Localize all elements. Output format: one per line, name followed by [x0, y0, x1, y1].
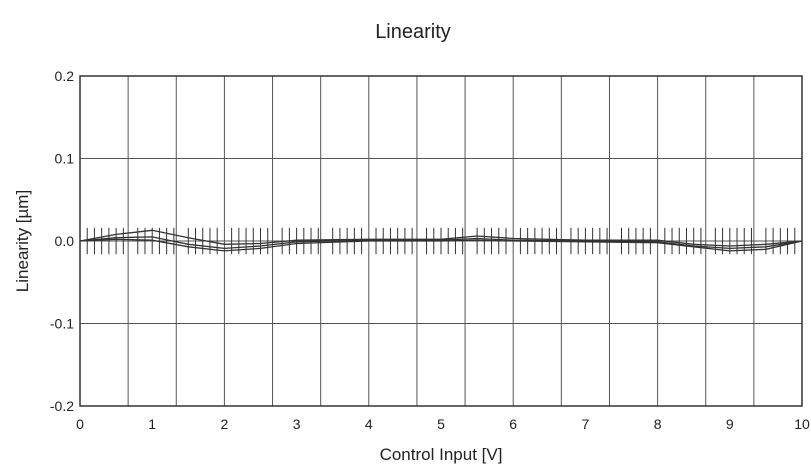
x-tick-label: 2: [221, 416, 229, 432]
series-line-3: [79, 238, 803, 252]
x-tick-label: 0: [76, 416, 84, 432]
plot-frame: [79, 75, 803, 407]
series-line-2: [79, 236, 803, 250]
x-tick-label: 3: [293, 416, 301, 432]
x-tick-labels: 0 1 2 3 4 5 6 7 8 9 10: [76, 416, 810, 432]
y-tick-label: 0.0: [55, 233, 75, 249]
x-tick-label: 8: [654, 416, 662, 432]
x-tick-label: 6: [509, 416, 517, 432]
x-tick-label: 5: [437, 416, 445, 432]
series-line-1: [79, 229, 803, 247]
x-tick-label: 10: [794, 416, 810, 432]
y-tick-labels: 0.2 0.1 0.0 -0.1 -0.2: [50, 68, 74, 414]
chart-title: Linearity: [375, 21, 451, 43]
y-tick-label: 0.2: [55, 68, 75, 84]
x-tick-label: 9: [726, 416, 734, 432]
x-tick-label: 1: [148, 416, 156, 432]
y-tick-label: -0.2: [50, 398, 74, 414]
x-axis-label: Control Input [V]: [380, 445, 503, 464]
x-tick-label: 7: [582, 416, 590, 432]
y-tick-label: -0.1: [50, 316, 74, 332]
x-tick-label: 4: [365, 416, 373, 432]
y-axis-label: Linearity [µm]: [13, 190, 32, 292]
y-tick-label: 0.1: [55, 151, 75, 167]
series-lines: [79, 229, 803, 252]
